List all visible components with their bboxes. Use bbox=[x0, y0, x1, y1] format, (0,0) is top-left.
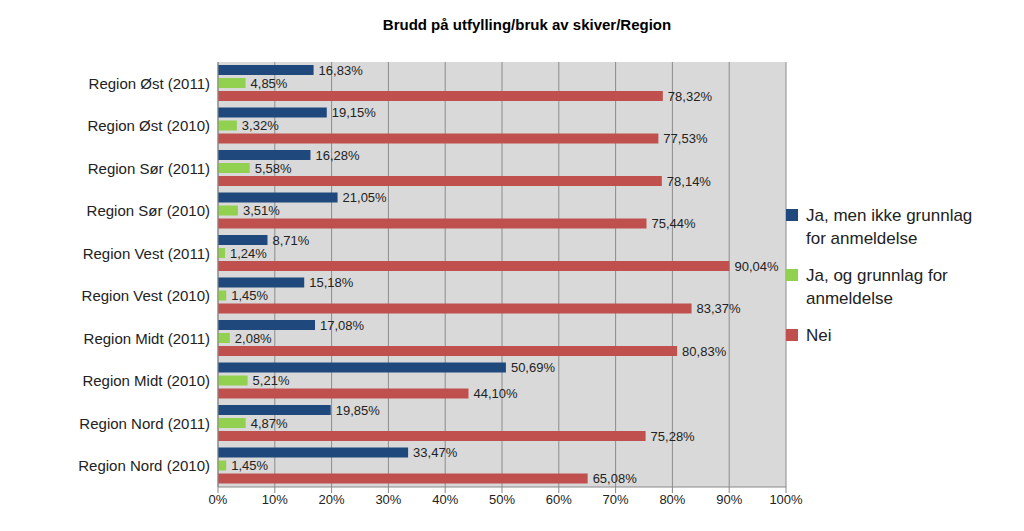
svg-text:3,32%: 3,32% bbox=[242, 118, 279, 133]
svg-text:78,14%: 78,14% bbox=[667, 174, 712, 189]
svg-text:19,15%: 19,15% bbox=[332, 105, 377, 120]
svg-text:100%: 100% bbox=[769, 492, 803, 507]
svg-text:4,87%: 4,87% bbox=[251, 416, 288, 431]
svg-text:5,21%: 5,21% bbox=[253, 373, 290, 388]
svg-text:5,58%: 5,58% bbox=[255, 161, 292, 176]
html-text:Ja, og grunnlag for anmeldelse: Ja, og grunnlag for anmeldelse bbox=[806, 265, 948, 308]
svg-text:40%: 40% bbox=[432, 492, 458, 507]
svg-text:Region Midt (2011): Region Midt (2011) bbox=[84, 330, 210, 347]
svg-text:80%: 80% bbox=[659, 492, 685, 507]
svg-text:8,71%: 8,71% bbox=[272, 233, 309, 248]
svg-text:20%: 20% bbox=[319, 492, 345, 507]
svg-text:Region Vest (2011): Region Vest (2011) bbox=[83, 245, 210, 262]
svg-text:44,10%: 44,10% bbox=[473, 386, 518, 401]
svg-text:60%: 60% bbox=[546, 492, 572, 507]
svg-text:19,85%: 19,85% bbox=[336, 403, 381, 418]
html-text:Brudd på utfylling/bruk av ski: Brudd på utfylling/bruk av skiver/Region bbox=[382, 16, 672, 33]
svg-text:1,45%: 1,45% bbox=[231, 288, 268, 303]
svg-text:78,32%: 78,32% bbox=[668, 89, 713, 104]
html-text:Ja, men ikke grunnlag for anme: Ja, men ikke grunnlag for anmeldelse bbox=[806, 205, 973, 248]
svg-text:Region Sør (2010): Region Sør (2010) bbox=[87, 202, 210, 219]
svg-text:65,08%: 65,08% bbox=[593, 471, 638, 486]
svg-text:90%: 90% bbox=[716, 492, 742, 507]
svg-text:Region Sør (2011): Region Sør (2011) bbox=[88, 160, 210, 177]
svg-text:77,53%: 77,53% bbox=[663, 131, 708, 146]
svg-text:83,37%: 83,37% bbox=[697, 301, 742, 316]
svg-text:Region Øst (2010): Region Øst (2010) bbox=[87, 117, 210, 134]
svg-text:33,47%: 33,47% bbox=[413, 445, 458, 460]
svg-text:30%: 30% bbox=[375, 492, 401, 507]
svg-text:50%: 50% bbox=[489, 492, 515, 507]
svg-text:21,05%: 21,05% bbox=[343, 190, 388, 205]
svg-text:Region Øst (2011): Region Øst (2011) bbox=[89, 75, 210, 92]
svg-text:16,83%: 16,83% bbox=[319, 63, 364, 78]
svg-text:15,18%: 15,18% bbox=[309, 275, 354, 290]
html-text:Nei: Nei bbox=[806, 325, 832, 345]
svg-text:16,28%: 16,28% bbox=[315, 148, 360, 163]
svg-text:90,04%: 90,04% bbox=[734, 259, 779, 274]
svg-text:80,83%: 80,83% bbox=[682, 344, 727, 359]
svg-text:50,69%: 50,69% bbox=[511, 360, 556, 375]
svg-text:75,44%: 75,44% bbox=[651, 216, 696, 231]
svg-text:17,08%: 17,08% bbox=[320, 318, 365, 333]
svg-text:2,08%: 2,08% bbox=[235, 331, 272, 346]
svg-text:Region Nord (2010): Region Nord (2010) bbox=[78, 457, 210, 474]
svg-text:0%: 0% bbox=[209, 492, 228, 507]
svg-text:Region Midt (2010): Region Midt (2010) bbox=[82, 372, 210, 389]
svg-text:3,51%: 3,51% bbox=[243, 203, 280, 218]
svg-text:1,45%: 1,45% bbox=[231, 458, 268, 473]
svg-text:Region Vest (2010): Region Vest (2010) bbox=[82, 287, 210, 304]
svg-text:Region Nord (2011): Region Nord (2011) bbox=[79, 415, 210, 432]
svg-text:1,24%: 1,24% bbox=[230, 246, 267, 261]
svg-text:70%: 70% bbox=[603, 492, 629, 507]
svg-text:75,28%: 75,28% bbox=[651, 429, 696, 444]
svg-text:4,85%: 4,85% bbox=[251, 76, 288, 91]
svg-text:10%: 10% bbox=[262, 492, 288, 507]
